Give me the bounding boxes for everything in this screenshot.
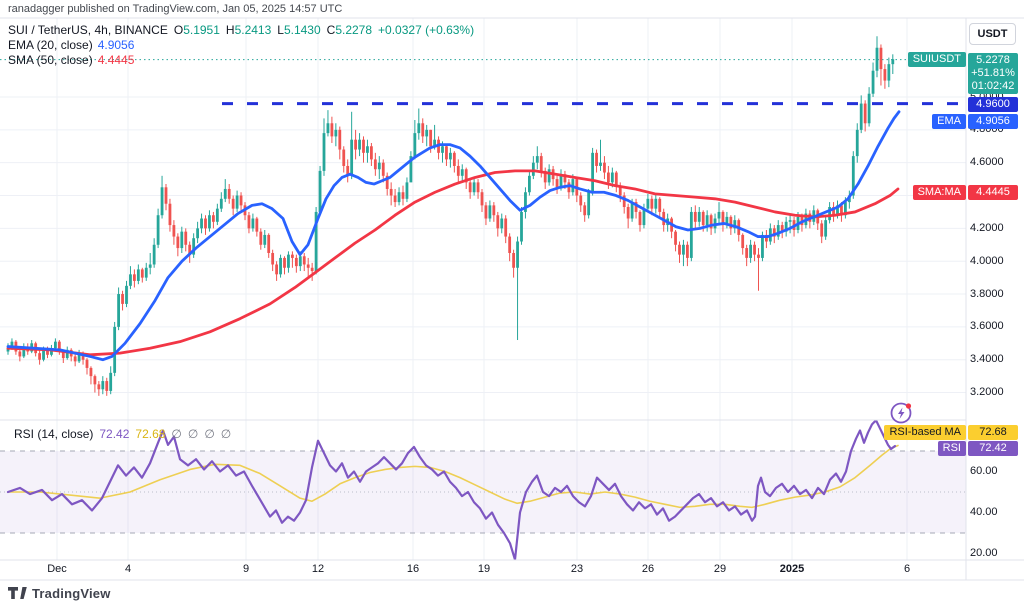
publish-line: ranadagger published on TradingView.com,… (8, 3, 343, 15)
rsi-tick: 20.00 (970, 547, 998, 559)
time-tick: 12 (311, 563, 325, 575)
time-tick: 2025 (779, 563, 805, 575)
time-tick: 29 (713, 563, 727, 575)
rsi-value: 72.42 (99, 427, 130, 441)
currency-usdt-button[interactable]: USDT (969, 23, 1016, 45)
tradingview-logo[interactable]: TradingView (8, 586, 111, 601)
time-tick: 4 (124, 563, 132, 575)
ema-label: EMA (20, close) (8, 38, 93, 52)
candles (6, 36, 901, 396)
ema-name-tag: EMA (932, 114, 966, 129)
symbol-legend-row[interactable]: SUI / TetherUS, 4h, BINANCE O5.1951 H5.241… (8, 23, 474, 38)
rsi-ma-name-tag: RSI-based MA (884, 425, 966, 440)
sma-price-tag: 4.4445 (968, 185, 1018, 200)
time-tick: 16 (406, 563, 420, 575)
ohlc-value: 5.1430 (283, 23, 321, 37)
ohlc-key: C (326, 23, 336, 37)
price-tick: 4.2000 (970, 221, 1004, 234)
time-tick: 26 (641, 563, 655, 575)
empty-value-marker: ∅ (220, 427, 232, 441)
sma-name-tag: SMA:MA (912, 185, 966, 200)
ohlc-values: O5.1951 H5.2413 L5.1430 C5.2278 (168, 23, 372, 37)
rsi-value-tag: 72.42 (968, 441, 1018, 456)
time-tick: Dec (47, 563, 67, 575)
time-tick: 6 (903, 563, 911, 575)
price-tick: 3.4000 (970, 353, 1004, 366)
price-tick: 4.0000 (970, 254, 1004, 267)
ohlc-value: 5.2413 (234, 23, 272, 37)
rsi-ma-value: 72.68 (135, 427, 166, 441)
tradingview-logo-icon (8, 587, 27, 599)
time-tick: 23 (570, 563, 584, 575)
lightning-alert-icon[interactable] (888, 400, 914, 426)
rsi-tick: 40.00 (970, 506, 998, 518)
rsi-label: RSI (14, close) (14, 427, 94, 441)
last-price: 5.2278 (976, 54, 1010, 66)
empty-value-marker: ∅ (187, 427, 199, 441)
price-tick: 3.2000 (970, 386, 1004, 399)
bar-countdown: 01:02:42 (971, 80, 1015, 92)
symbol-price-tag: SUIUSDT (907, 52, 966, 67)
empty-value-marker: ∅ (204, 427, 215, 441)
separators (0, 17, 1024, 581)
price-tick: 4.6000 (970, 156, 1004, 169)
ema-price-tag: 4.9056 (968, 114, 1018, 129)
tradingview-logo-text: TradingView (32, 586, 111, 601)
ohlc-key: O (173, 23, 184, 37)
ema-value: 4.9056 (97, 38, 135, 52)
grid (0, 18, 966, 560)
sma-label: SMA (50, close) (8, 53, 93, 67)
rsi-name-tag: RSI (937, 441, 966, 456)
ema-legend-row[interactable]: EMA (20, close) 4.9056 (8, 38, 474, 53)
sma-legend-row[interactable]: SMA (50, close) 4.4445 (8, 53, 474, 68)
ohlc-key: L (277, 23, 284, 37)
price-tick: 3.6000 (970, 320, 1004, 333)
ohlc-key: H (225, 23, 235, 37)
empty-value-marker: ∅ (171, 427, 182, 441)
last-price-change: +51.81% (971, 67, 1015, 79)
rsi-ma-value-tag: 72.68 (968, 425, 1018, 440)
change-value: +0.0327 (+0.63%) (378, 23, 475, 37)
last-price-countdown-box: 5.2278 +51.81% 01:02:42 (968, 53, 1018, 94)
ohlc-value: 5.1951 (183, 23, 220, 37)
time-tick: 9 (242, 563, 250, 575)
rsi-empty-markers: ∅ ∅ ∅ ∅ (165, 427, 231, 441)
symbol-title: SUI / TetherUS, 4h, BINANCE (8, 23, 168, 37)
rsi-legend-row[interactable]: RSI (14, close) 72.42 72.68 ∅ ∅ ∅ ∅ (14, 427, 231, 441)
sma-value: 4.4445 (97, 53, 135, 67)
price-tick: 3.8000 (970, 287, 1004, 300)
time-tick: 19 (477, 563, 491, 575)
ohlc-value: 5.2278 (335, 23, 373, 37)
price-levels (0, 59, 966, 106)
main-legend[interactable]: SUI / TetherUS, 4h, BINANCE O5.1951 H5.241… (8, 23, 474, 68)
rsi-tick: 60.00 (970, 465, 998, 477)
rsi-pane (0, 420, 966, 560)
level-price-tag: 4.9600 (968, 97, 1018, 112)
